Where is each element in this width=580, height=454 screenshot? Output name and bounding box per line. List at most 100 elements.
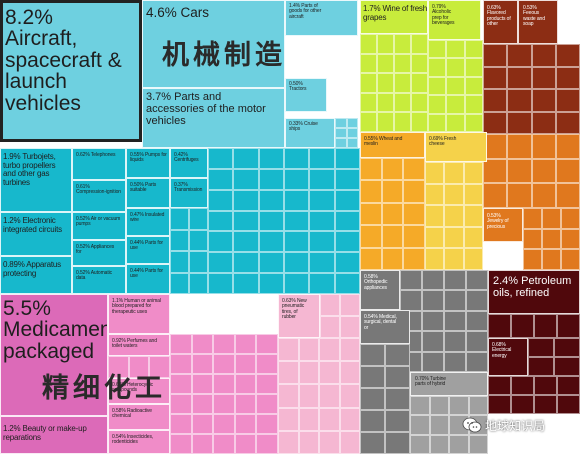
treemap-tile (170, 354, 192, 374)
treemap-tile (555, 183, 580, 208)
treemap-tile (189, 229, 208, 251)
treemap-tile (335, 138, 347, 148)
treemap-tile (444, 290, 466, 311)
treemap-label-beauty: 1.2% Beauty or make-up reparations (3, 424, 87, 442)
treemap-tile (170, 414, 192, 434)
treemap-tile (339, 338, 360, 362)
treemap-tile (208, 231, 234, 253)
treemap-tile (208, 273, 234, 294)
treemap-tile (208, 168, 234, 190)
treemap-rect-turbine: 0.70% Turbine parts of hybrid (410, 372, 488, 396)
treemap-rect-flavored: 0.63% Flavored products of other (483, 0, 518, 44)
treemap-label-turbine: 0.70% Turbine parts of hybrid (415, 376, 446, 388)
treemap-tile (534, 314, 557, 338)
treemap-tile (256, 334, 278, 354)
treemap-tile (360, 410, 385, 432)
treemap-tile (411, 112, 428, 132)
treemap-tile (234, 414, 257, 434)
treemap-tile (278, 430, 299, 454)
treemap-tile (444, 205, 464, 227)
treemap-tile (340, 316, 360, 338)
treemap-rect-blood: 1.1% Human or animal blood prepared for … (108, 294, 170, 334)
treemap-tile (411, 73, 428, 93)
treemap-tile (468, 396, 488, 416)
treemap-tile (258, 273, 284, 294)
treemap-tile (320, 316, 340, 338)
treemap-tile (360, 366, 385, 388)
treemap-label-petroleum: 2.4% Petroleum oils, refined (493, 275, 572, 299)
treemap-rect-cars: 4.6% Cars (142, 0, 285, 88)
treemap-label-tires: 0.63% New pneumatic tires, of rubber (282, 298, 307, 321)
treemap-tile (256, 394, 278, 414)
treemap-tile (278, 384, 299, 408)
treemap-tile (528, 338, 554, 357)
treemap-tile (507, 134, 532, 159)
treemap-tile (208, 210, 234, 232)
treemap-label-appliances: 0.52% Appliances for (76, 244, 115, 256)
treemap-tile (233, 231, 259, 253)
treemap-tile (360, 34, 377, 54)
treemap-tile (531, 89, 556, 112)
treemap-rect-insulated-wire: 0.47% Insulated wire (126, 208, 170, 236)
treemap-tile (449, 434, 469, 454)
treemap-tile (561, 249, 580, 270)
treemap-tile (189, 208, 208, 230)
treemap-tile (234, 334, 257, 354)
treemap-tile (334, 210, 360, 232)
treemap-rect-soluble: 0.50% Parts suitable (126, 178, 170, 208)
treemap-tile (234, 374, 257, 394)
treemap-tile (531, 111, 556, 134)
treemap-tile (428, 113, 447, 132)
treemap-tile (425, 162, 445, 184)
treemap-label-fatty: 0.53% Feeous waste and soap (523, 5, 545, 28)
treemap-rect-automatic-data: 0.52% Automatic data (72, 266, 126, 294)
treemap-tile (511, 314, 534, 338)
wechat-icon (462, 417, 482, 433)
treemap-tile (191, 374, 214, 394)
treemap-tile (191, 434, 214, 454)
watermark: 地球知识局 (462, 414, 578, 436)
treemap-tile (360, 388, 385, 410)
treemap-tile (403, 158, 425, 181)
treemap-tile (234, 354, 257, 374)
treemap-tile (360, 344, 385, 366)
treemap-tile (309, 189, 335, 211)
treemap-tile (554, 338, 580, 357)
treemap-tile (233, 148, 259, 169)
treemap-tile (557, 314, 580, 338)
treemap-tile (542, 249, 561, 270)
treemap-tile (339, 407, 360, 431)
treemap-tile (128, 356, 150, 378)
treemap-tile (403, 202, 425, 226)
treemap-rect-parts-use: 0.44% Parts for use (126, 236, 170, 264)
treemap-tile (394, 73, 411, 93)
treemap-tile (507, 183, 532, 208)
treemap-tile (542, 228, 561, 250)
treemap-tile (468, 434, 488, 454)
treemap-tile (385, 410, 410, 432)
treemap-tile (557, 376, 580, 395)
treemap-rect-wheat: 0.55% Wheat and meslin (360, 132, 425, 158)
treemap-tile (428, 76, 447, 96)
treemap-rect-orthopedic: 0.58% Orthopedic appliances (360, 270, 400, 310)
treemap-tile (444, 248, 464, 270)
treemap-tile (463, 183, 483, 206)
treemap-tile (507, 89, 532, 112)
treemap-tile (377, 112, 394, 132)
treemap-rect-pumps: 0.52% Air or vacuum pumps (72, 212, 126, 240)
treemap-tile (422, 310, 444, 332)
treemap-tile (284, 231, 310, 253)
treemap-tile (394, 34, 411, 54)
treemap-tile (258, 189, 284, 211)
treemap-tile (334, 148, 360, 169)
treemap-tile (320, 294, 340, 316)
treemap-tile (534, 376, 557, 395)
treemap-tile (561, 208, 580, 229)
treemap-tile (298, 384, 319, 408)
treemap-rect-parts-goods: 1.4% Parts of goods for other aircraft (285, 0, 358, 36)
treemap-tile (444, 310, 466, 332)
treemap-tile (488, 376, 511, 395)
treemap-tile (360, 180, 382, 203)
treemap-tile (377, 34, 394, 54)
